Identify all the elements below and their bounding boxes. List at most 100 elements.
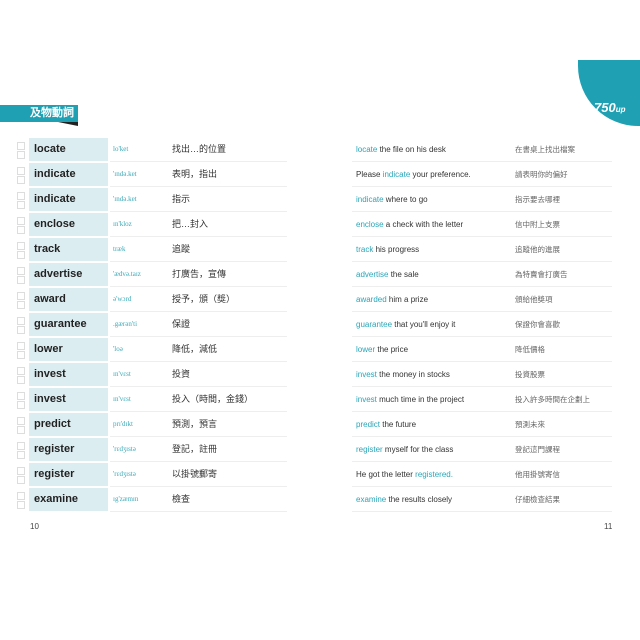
checkbox[interactable] [17, 251, 25, 259]
sentence-keyword: guarantee [356, 320, 393, 329]
sentence-before: Please [356, 170, 383, 179]
translation: 追蹤他的進展 [515, 245, 560, 254]
vocab-word: guarantee [29, 313, 108, 336]
example-row: awarded him a prize 頒給他獎項 [352, 287, 612, 312]
phonetic: .gærən'ti [113, 320, 138, 328]
sentence-after: the sale [388, 270, 419, 279]
sentence-after: the money in stocks [376, 370, 450, 379]
phonetic: ɪn'vɛst [113, 370, 131, 378]
meaning: 檢查 [172, 494, 191, 504]
example-row: advertise the sale 為特賣會打廣告 [352, 262, 612, 287]
phonetic: ɪn'kloz [113, 220, 132, 228]
checkbox[interactable] [17, 467, 25, 475]
vocab-row: indicate 'ɪndə.ket 表明，指出 [0, 162, 300, 187]
checkbox[interactable] [17, 192, 25, 200]
meaning: 預測，預言 [172, 419, 218, 429]
divider [110, 161, 287, 162]
checkbox[interactable] [17, 351, 25, 359]
checkbox[interactable] [17, 326, 25, 334]
checkbox[interactable] [17, 367, 25, 375]
checkbox[interactable] [17, 276, 25, 284]
checkbox[interactable] [17, 217, 25, 225]
sentence-after: a check with the letter [383, 220, 464, 229]
translation: 仔細檢查結果 [515, 495, 560, 504]
checkbox[interactable] [17, 301, 25, 309]
example-sentence: examine the results closely [356, 487, 452, 512]
example-row: invest much time in the project 投入許多時間在企… [352, 387, 612, 412]
vocab-word: advertise [29, 263, 108, 286]
checkbox[interactable] [17, 242, 25, 250]
meaning: 登記，註冊 [172, 444, 218, 454]
checkbox[interactable] [17, 501, 25, 509]
level-number: 750 [594, 100, 616, 115]
phonetic: 'loə [113, 345, 123, 353]
sentence-keyword: register [356, 445, 383, 454]
example-row: guarantee that you'll enjoy it 保證你會喜歡 [352, 312, 612, 337]
example-row: register myself for the class 登記這門課程 [352, 437, 612, 462]
vocab-row: invest ɪn'vɛst 投資 [0, 362, 300, 387]
checkbox[interactable] [17, 417, 25, 425]
sentence-after: the future [380, 420, 417, 429]
divider [110, 511, 287, 512]
checkbox[interactable] [17, 376, 25, 384]
translation: 登記這門課程 [515, 445, 560, 454]
vocab-word: invest [29, 363, 108, 386]
sentence-after: much time in the project [376, 395, 465, 404]
sentence-keyword: indicate [356, 195, 384, 204]
checkbox[interactable] [17, 476, 25, 484]
checkbox[interactable] [17, 342, 25, 350]
checkbox[interactable] [17, 167, 25, 175]
vocab-row: register 'rɛdʒɪstə 登記，註冊 [0, 437, 300, 462]
translation: 為特賣會打廣告 [515, 270, 568, 279]
checkbox[interactable] [17, 492, 25, 500]
vocab-row: guarantee .gærən'ti 保證 [0, 312, 300, 337]
example-row: lower the price 降低價格 [352, 337, 612, 362]
example-sentence: predict the future [356, 412, 416, 437]
divider [110, 261, 287, 262]
sentence-after: where to go [383, 195, 428, 204]
phonetic: ɪn'vɛst [113, 395, 131, 403]
divider [110, 311, 287, 312]
example-row: track his progress 追蹤他的進展 [352, 237, 612, 262]
vocab-row: predict prɪ'dɪkt 預測，預言 [0, 412, 300, 437]
vocab-row: track træk 追蹤 [0, 237, 300, 262]
vocab-word: register [29, 438, 108, 461]
divider [110, 486, 287, 487]
divider [110, 361, 287, 362]
checkbox[interactable] [17, 151, 25, 159]
example-sentence: guarantee that you'll enjoy it [356, 312, 455, 337]
checkbox[interactable] [17, 317, 25, 325]
divider [110, 411, 287, 412]
vocab-word: indicate [29, 163, 108, 186]
vocab-word: predict [29, 413, 108, 436]
phonetic: 'rɛdʒɪstə [113, 470, 136, 478]
example-row: Please indicate your preference. 請表明你的偏好 [352, 162, 612, 187]
checkbox[interactable] [17, 201, 25, 209]
checkbox[interactable] [17, 442, 25, 450]
sentence-keyword: invest [356, 395, 377, 404]
checkbox[interactable] [17, 267, 25, 275]
sentence-after: the price [375, 345, 409, 354]
checkbox[interactable] [17, 176, 25, 184]
checkbox[interactable] [17, 401, 25, 409]
example-sentence: invest much time in the project [356, 387, 464, 412]
checkbox[interactable] [17, 226, 25, 234]
checkbox[interactable] [17, 292, 25, 300]
sentence-keyword: awarded [356, 295, 387, 304]
sentence-keyword: invest [356, 370, 377, 379]
checkbox[interactable] [17, 451, 25, 459]
example-sentence: enclose a check with the letter [356, 212, 463, 237]
checkbox[interactable] [17, 426, 25, 434]
example-sentence: locate the file on his desk [356, 137, 446, 162]
sentence-keyword: registered. [415, 470, 453, 479]
phonetic: ə'wɔrd [113, 295, 132, 303]
sentence-after: myself for the class [382, 445, 454, 454]
vocab-word: invest [29, 388, 108, 411]
divider [110, 386, 287, 387]
example-row: predict the future 預測未來 [352, 412, 612, 437]
checkbox[interactable] [17, 392, 25, 400]
checkbox[interactable] [17, 142, 25, 150]
divider [110, 211, 287, 212]
translation: 保證你會喜歡 [515, 320, 560, 329]
divider [110, 186, 287, 187]
